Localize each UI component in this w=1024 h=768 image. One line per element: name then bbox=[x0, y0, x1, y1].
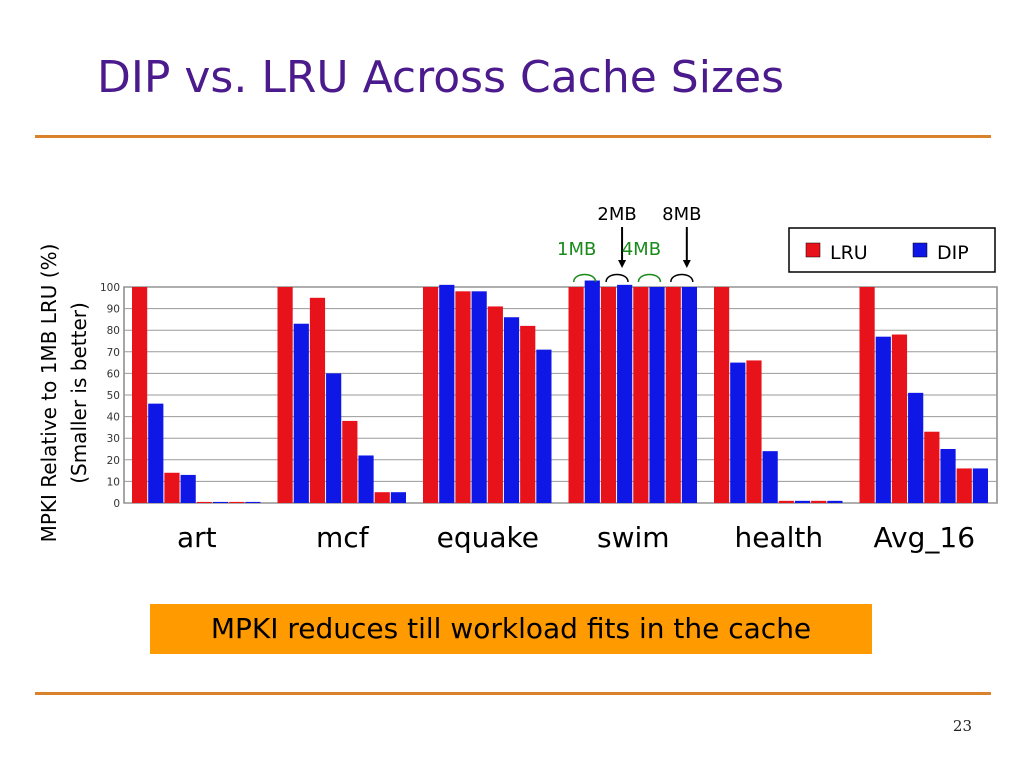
cache-size-arrowhead bbox=[618, 260, 627, 268]
bar-lru bbox=[487, 306, 503, 503]
y-tick-label: 20 bbox=[107, 455, 120, 467]
bar-dip bbox=[940, 449, 956, 503]
bar-lru bbox=[164, 472, 180, 503]
x-category-label: art bbox=[177, 521, 217, 554]
bar-dip bbox=[439, 284, 455, 503]
bar-lru bbox=[891, 334, 908, 503]
bar-dip bbox=[471, 291, 487, 503]
bar-lru bbox=[342, 420, 358, 503]
cache-size-brace bbox=[572, 273, 597, 283]
bar-dip bbox=[762, 451, 778, 503]
callout-box: MPKI reduces till workload fits in the c… bbox=[150, 604, 872, 654]
legend-swatch-dip bbox=[912, 242, 928, 258]
slide-number: 23 bbox=[952, 717, 972, 735]
y-tick-label: 30 bbox=[107, 433, 120, 445]
y-axis-label-group: MPKI Relative to 1MB LRU (%) (Smaller is… bbox=[37, 244, 91, 543]
bar-lru bbox=[665, 287, 681, 503]
x-category-label: mcf bbox=[316, 521, 370, 554]
bar-lru bbox=[423, 287, 439, 503]
y-tick-label: 90 bbox=[107, 304, 120, 316]
legend-swatch-lru bbox=[805, 242, 821, 258]
y-tick-label: 10 bbox=[107, 476, 120, 488]
bar-lru bbox=[277, 287, 293, 503]
bar-dip bbox=[972, 468, 988, 503]
x-category-label: equake bbox=[437, 521, 539, 554]
bottom-divider bbox=[35, 692, 991, 695]
bar-lru bbox=[746, 360, 762, 503]
cache-size-brace bbox=[605, 273, 629, 283]
legend-label-dip: DIP bbox=[937, 242, 969, 264]
bar-dip bbox=[245, 501, 261, 503]
y-tick-label: 40 bbox=[107, 412, 120, 424]
cache-size-label: 2MB bbox=[597, 204, 636, 225]
bar-dip bbox=[875, 336, 891, 503]
bar-lru bbox=[520, 325, 536, 503]
y-tick-label: 80 bbox=[107, 325, 120, 337]
y-tick-label: 60 bbox=[107, 368, 120, 380]
bar-dip bbox=[794, 500, 811, 503]
bar-chart: MPKI Relative to 1MB LRU (%) (Smaller is… bbox=[37, 204, 998, 554]
bar-lru bbox=[859, 287, 875, 503]
cache-size-arrowhead bbox=[682, 260, 691, 268]
bar-dip bbox=[681, 287, 697, 503]
bar-lru bbox=[229, 501, 245, 503]
bar-lru bbox=[811, 500, 827, 503]
y-tick-label: 50 bbox=[107, 390, 120, 402]
bar-lru bbox=[196, 501, 212, 503]
y-tick-label: 70 bbox=[107, 347, 120, 359]
cache-size-label: 4MB bbox=[622, 239, 661, 260]
bar-dip bbox=[503, 317, 520, 503]
bar-dip bbox=[212, 501, 229, 503]
bar-dip bbox=[584, 280, 600, 503]
bar-lru bbox=[778, 500, 794, 503]
cache-size-label: 8MB bbox=[662, 204, 701, 225]
legend-label-lru: LRU bbox=[830, 242, 868, 264]
top-divider bbox=[35, 135, 991, 138]
bar-lru bbox=[924, 431, 940, 503]
cache-size-label: 1MB bbox=[557, 239, 596, 260]
bar-dip bbox=[293, 323, 309, 503]
bar-dip bbox=[730, 362, 746, 503]
bar-lru bbox=[455, 291, 471, 503]
cache-size-brace bbox=[637, 273, 662, 283]
x-category-label: swim bbox=[597, 521, 670, 554]
y-tick-label: 0 bbox=[113, 498, 120, 510]
legend-box bbox=[788, 227, 996, 273]
bar-dip bbox=[827, 500, 843, 503]
bar-lru bbox=[309, 297, 326, 503]
y-axis-label: MPKI Relative to 1MB LRU (%) bbox=[37, 244, 61, 543]
slide-title: DIP vs. LRU Across Cache Sizes bbox=[97, 52, 785, 103]
bar-lru bbox=[132, 287, 148, 503]
bar-dip bbox=[148, 403, 164, 503]
bar-dip bbox=[536, 349, 552, 503]
bar-dip bbox=[326, 373, 342, 503]
bar-lru bbox=[633, 287, 649, 503]
x-category-label: health bbox=[734, 521, 823, 554]
bar-dip bbox=[180, 474, 196, 503]
y-axis-sublabel: (Smaller is better) bbox=[67, 302, 91, 484]
bar-dip bbox=[358, 455, 374, 503]
bar-lru bbox=[600, 287, 617, 503]
bar-dip bbox=[908, 392, 924, 503]
x-category-label: Avg_16 bbox=[874, 521, 976, 554]
bar-lru bbox=[956, 468, 972, 503]
bar-dip bbox=[649, 287, 665, 503]
bar-dip bbox=[390, 492, 406, 503]
bar-lru bbox=[714, 287, 730, 503]
bar-lru bbox=[374, 492, 390, 503]
y-tick-label: 100 bbox=[100, 282, 120, 294]
cache-size-brace bbox=[670, 273, 694, 283]
bar-lru bbox=[568, 287, 584, 503]
bar-dip bbox=[617, 284, 633, 503]
